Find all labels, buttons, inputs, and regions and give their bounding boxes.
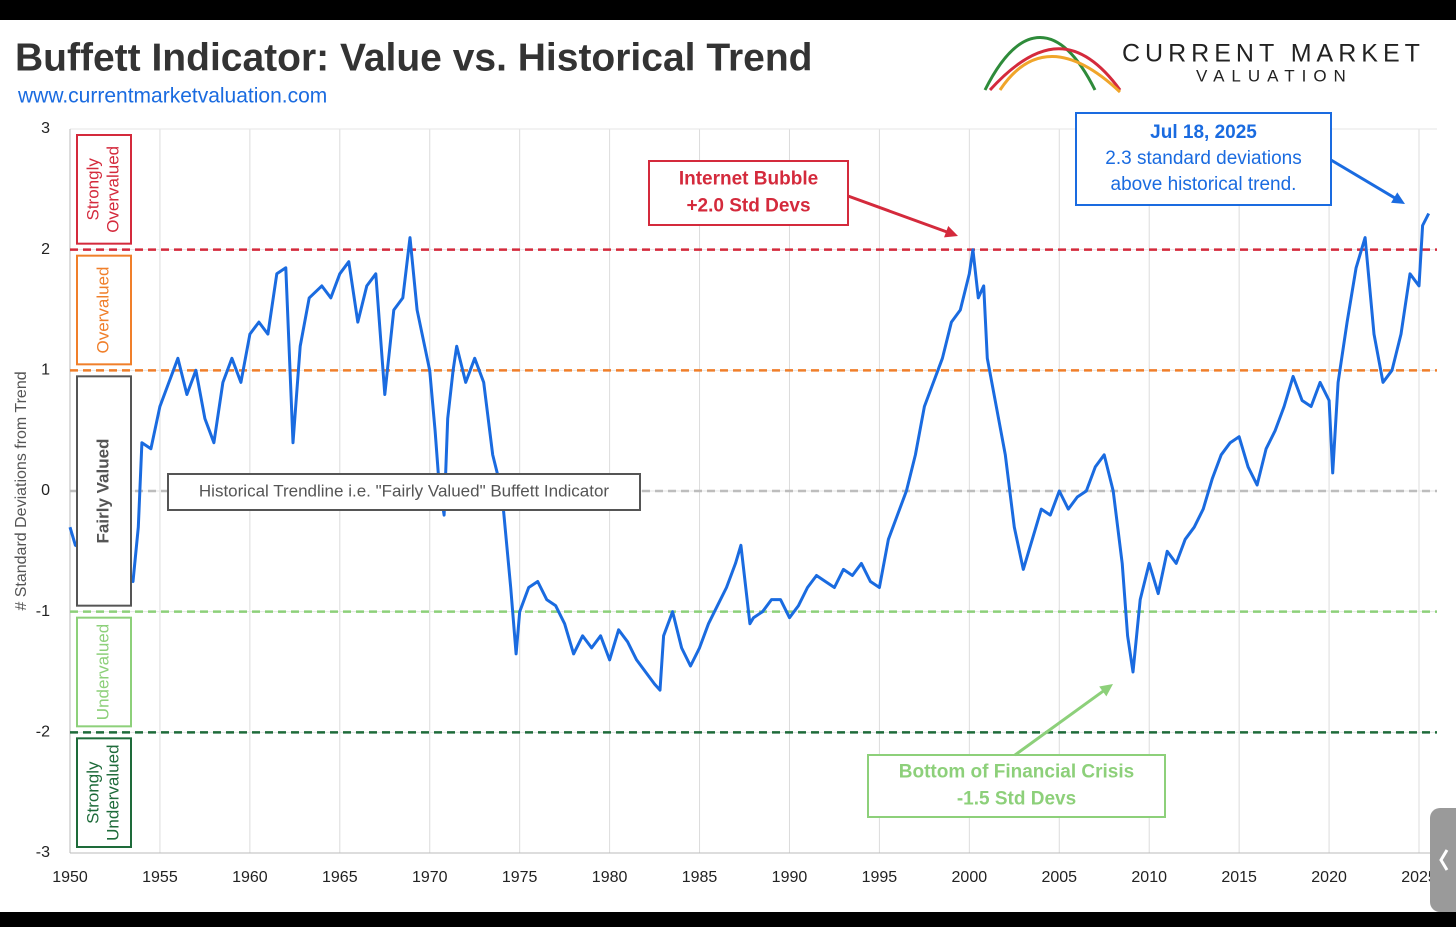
plot: 1950 1955 1960 1965 1970 1975 1980 1985 1990 1995… <box>13 112 1437 886</box>
y-tick-label: 0 <box>41 482 50 499</box>
x-tick-label: 1950 <box>52 869 88 886</box>
x-tick-label: 1970 <box>412 869 448 886</box>
zone-label: Fairly Valued <box>93 439 112 544</box>
annotation-text: Bottom of Financial Crisis <box>899 762 1134 783</box>
annotation-text: Internet Bubble <box>679 169 818 190</box>
zone-box <box>76 375 132 607</box>
annotation-text: +2.0 Std Devs <box>686 196 810 217</box>
y-tick-label: 3 <box>41 120 50 137</box>
annotation-arrowhead <box>1391 192 1405 204</box>
subtitle: www.currentmarketvaluation.com <box>17 85 327 108</box>
x-tick-label: 1985 <box>682 869 718 886</box>
x-tick-label: 1955 <box>142 869 178 886</box>
annotation-text: above historical trend. <box>1111 174 1297 195</box>
side-tab-icon <box>1439 849 1449 871</box>
x-tick-label: 2010 <box>1131 869 1167 886</box>
zone-label: Undervalued <box>103 744 122 840</box>
y-axis-label: # Standard Deviations from Trend <box>13 371 30 610</box>
annotation-arrowhead <box>944 225 958 238</box>
x-tick-label: 2015 <box>1221 869 1257 886</box>
logo-curve <box>988 47 1122 92</box>
logo <box>983 36 1122 94</box>
x-tick-label: 1960 <box>232 869 268 886</box>
x-tick-label: 2020 <box>1311 869 1347 886</box>
x-tick-label: 1975 <box>502 869 538 886</box>
zone-label: Strongly <box>83 761 102 824</box>
zone-label: Undervalued <box>93 624 112 720</box>
x-tick-label: 1990 <box>772 869 808 886</box>
x-tick-label: 1965 <box>322 869 358 886</box>
annotation-text: Jul 18, 2025 <box>1150 122 1257 143</box>
y-tick-label: -2 <box>36 724 50 741</box>
annotation-box <box>1075 112 1332 206</box>
annotation-box <box>167 473 641 511</box>
annotation-arrow <box>1330 158 1399 202</box>
zone-label: Overvalued <box>103 146 122 233</box>
x-tick-label: 2000 <box>952 869 988 886</box>
x-tick-label: 2005 <box>1041 869 1077 886</box>
annotation-box <box>867 754 1166 818</box>
x-tick-label: 2025 <box>1401 869 1437 886</box>
zone-label: Strongly <box>83 158 102 221</box>
y-tick-label: 1 <box>41 362 50 379</box>
annotation-arrow <box>1014 687 1108 757</box>
annotation-text: 2.3 standard deviations <box>1105 148 1301 169</box>
logo-curve <box>998 55 1122 94</box>
annotation-arrow <box>847 194 951 235</box>
side-tab[interactable] <box>1430 808 1456 912</box>
brand-name: CURRENT MARKET <box>1122 40 1425 68</box>
annotation-arrowhead <box>1099 684 1113 697</box>
zone-box <box>76 737 132 848</box>
y-tick-label: -1 <box>36 603 50 620</box>
zone-box <box>76 616 132 728</box>
annotation-text: -1.5 Std Devs <box>957 789 1076 810</box>
y-tick-label: -3 <box>36 844 50 861</box>
y-tick-label: 2 <box>41 241 50 258</box>
logo-curve <box>983 36 1097 91</box>
annotation-text: Historical Trendline i.e. "Fairly Valued… <box>199 481 610 500</box>
annotation-box <box>648 160 849 226</box>
data-line <box>68 212 1431 692</box>
zone-box <box>76 134 132 245</box>
zone-label: Overvalued <box>93 267 112 354</box>
zone-box <box>76 254 132 366</box>
brand-name: VALUATION <box>1196 66 1353 85</box>
chart-title: Buffett Indicator: Value vs. Historical … <box>15 36 813 79</box>
x-tick-label: 1980 <box>592 869 628 886</box>
x-tick-label: 1995 <box>862 869 898 886</box>
